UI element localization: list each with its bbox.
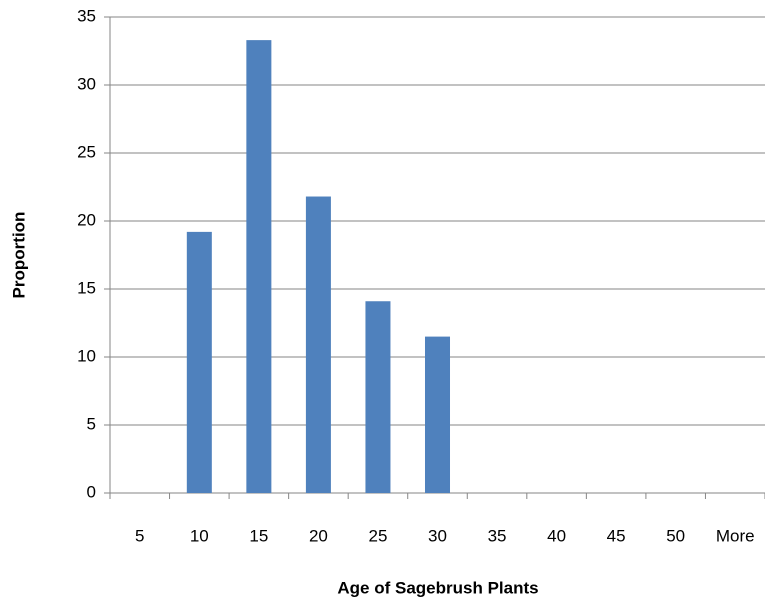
x-tick-label: 10 bbox=[190, 526, 209, 545]
x-tick-label: 25 bbox=[368, 526, 387, 545]
x-tick-label: More bbox=[716, 526, 755, 545]
x-tick-label: 15 bbox=[249, 526, 268, 545]
y-tick-label: 30 bbox=[77, 74, 96, 93]
y-tick-label: 20 bbox=[77, 210, 96, 229]
y-tick-label: 10 bbox=[77, 346, 96, 365]
bar bbox=[246, 40, 272, 494]
x-tick-label: 50 bbox=[666, 526, 685, 545]
bar bbox=[365, 301, 391, 493]
y-tick-label: 35 bbox=[77, 6, 96, 25]
x-tick-label: 5 bbox=[135, 526, 144, 545]
x-tick-label: 20 bbox=[309, 526, 328, 545]
y-tick-label: 25 bbox=[77, 142, 96, 161]
y-tick-label: 15 bbox=[77, 278, 96, 297]
x-tick-label: 35 bbox=[488, 526, 507, 545]
x-axis-title: Age of Sagebrush Plants bbox=[337, 578, 538, 597]
bar bbox=[424, 336, 451, 493]
bar bbox=[305, 196, 331, 493]
x-tick-label: 30 bbox=[428, 526, 447, 545]
y-tick-label: 5 bbox=[87, 414, 96, 433]
bar bbox=[186, 231, 212, 493]
y-axis-title: Proportion bbox=[9, 212, 28, 299]
x-tick-label: 45 bbox=[607, 526, 626, 545]
y-tick-label: 0 bbox=[87, 482, 96, 501]
x-tick-label: 40 bbox=[547, 526, 566, 545]
